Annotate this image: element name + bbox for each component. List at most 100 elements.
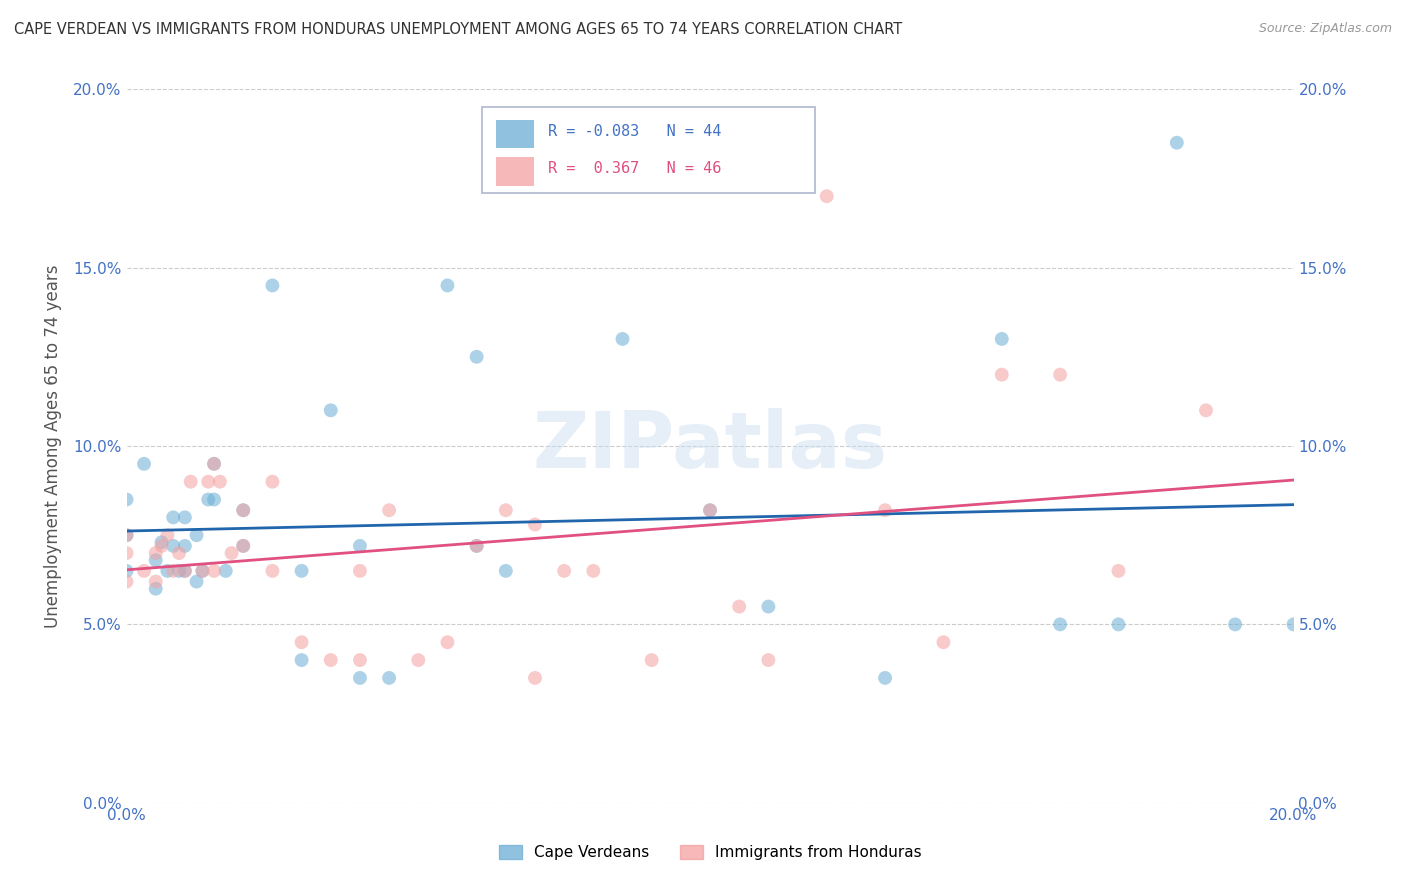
Point (1108, 617, 1130, 632)
Point (815, 189, 838, 203)
Point (465, 350, 488, 364)
Point (408, 653, 430, 667)
Point (262, 278, 284, 293)
Point (1282, 617, 1305, 632)
Point (167, 564, 190, 578)
Bar (496, 120, 534, 148)
Point (162, 539, 184, 553)
Point (145, 574, 167, 589)
Point (378, 503, 401, 517)
Point (1166, 136, 1188, 150)
Point (990, 332, 1012, 346)
Point (162, 564, 184, 578)
Point (349, 539, 371, 553)
Point (495, 503, 517, 517)
Point (156, 564, 179, 578)
Point (202, 457, 225, 471)
Text: ZIPatlas: ZIPatlas (533, 408, 887, 484)
Point (1195, 403, 1218, 417)
Text: Source: ZipAtlas.com: Source: ZipAtlas.com (1258, 22, 1392, 36)
Point (1223, 617, 1246, 632)
Text: R =  0.367   N = 46: R = 0.367 N = 46 (548, 161, 721, 177)
Point (756, 599, 779, 614)
Point (524, 517, 547, 532)
Point (640, 653, 664, 667)
Point (191, 564, 214, 578)
Point (1049, 368, 1071, 382)
Point (1108, 564, 1130, 578)
Point (150, 539, 173, 553)
Point (990, 368, 1012, 382)
Point (319, 403, 342, 417)
Point (232, 539, 254, 553)
Point (221, 546, 243, 560)
Point (115, 564, 138, 578)
Point (262, 475, 284, 489)
Point (290, 635, 312, 649)
Point (378, 671, 401, 685)
Point (191, 564, 214, 578)
Point (115, 528, 138, 542)
Point (436, 635, 458, 649)
Text: R = -0.083   N = 44: R = -0.083 N = 44 (548, 123, 721, 138)
FancyBboxPatch shape (482, 107, 815, 193)
Point (756, 653, 779, 667)
Point (612, 332, 634, 346)
Point (132, 564, 155, 578)
Point (262, 564, 284, 578)
Point (232, 539, 254, 553)
Point (582, 564, 605, 578)
Point (524, 671, 547, 685)
Point (290, 653, 312, 667)
Point (1049, 617, 1071, 632)
Point (115, 492, 138, 507)
Point (465, 539, 488, 553)
Point (115, 546, 138, 560)
Point (162, 510, 184, 524)
Point (186, 528, 208, 542)
Point (150, 535, 173, 549)
Point (174, 564, 197, 578)
Point (202, 492, 225, 507)
Point (699, 503, 721, 517)
Point (186, 574, 208, 589)
Bar (496, 157, 534, 186)
Point (202, 564, 225, 578)
Text: CAPE VERDEAN VS IMMIGRANTS FROM HONDURAS UNEMPLOYMENT AMONG AGES 65 TO 74 YEARS : CAPE VERDEAN VS IMMIGRANTS FROM HONDURAS… (14, 22, 903, 37)
Point (436, 278, 458, 293)
Point (174, 564, 197, 578)
Point (202, 457, 225, 471)
Point (232, 503, 254, 517)
Point (208, 475, 231, 489)
Point (145, 553, 167, 567)
Point (180, 475, 202, 489)
Point (132, 457, 155, 471)
Point (290, 564, 312, 578)
Legend: Cape Verdeans, Immigrants from Honduras: Cape Verdeans, Immigrants from Honduras (492, 839, 928, 866)
Point (215, 564, 238, 578)
Point (145, 582, 167, 596)
Point (197, 492, 219, 507)
Point (553, 564, 575, 578)
Point (156, 528, 179, 542)
Point (174, 539, 197, 553)
Point (232, 503, 254, 517)
Point (197, 475, 219, 489)
Point (699, 503, 721, 517)
Point (932, 635, 955, 649)
Point (495, 564, 517, 578)
Point (875, 503, 897, 517)
Point (728, 599, 751, 614)
Point (167, 546, 190, 560)
Point (115, 574, 138, 589)
Point (465, 539, 488, 553)
Point (174, 510, 197, 524)
Point (319, 653, 342, 667)
Point (349, 671, 371, 685)
Point (349, 653, 371, 667)
Point (145, 546, 167, 560)
Point (349, 564, 371, 578)
Y-axis label: Unemployment Among Ages 65 to 74 years: Unemployment Among Ages 65 to 74 years (44, 264, 62, 628)
Point (875, 671, 897, 685)
Point (115, 528, 138, 542)
